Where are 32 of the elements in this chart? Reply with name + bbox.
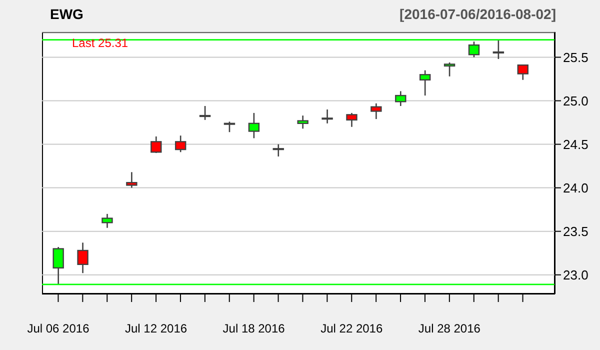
chart-subtitle: [2016-07-06/2016-08-02]: [400, 6, 556, 22]
candlestick: [322, 108, 333, 124]
y-tick-label: 24.5: [563, 136, 588, 152]
candlestick: [517, 64, 528, 81]
candlestick: [395, 90, 406, 107]
candlestick: [102, 213, 113, 228]
candlestick: [297, 114, 308, 130]
y-tick-label: 23.0: [563, 267, 588, 282]
candlestick: [224, 121, 236, 133]
x-tick-label: Jul 12 2016: [124, 322, 188, 336]
candlestick: [126, 171, 138, 188]
y-tick-label: 25.5: [563, 50, 588, 65]
candlestick: [248, 112, 260, 139]
candlestick: [150, 136, 162, 154]
candlestick: [370, 102, 382, 120]
chart-title: EWG: [50, 6, 84, 22]
candlestick: [77, 242, 88, 274]
annotation: Last 25.31: [72, 36, 128, 50]
x-tick-label: Jul 18 2016: [222, 322, 286, 336]
candlestick: [174, 134, 186, 153]
y-tick-label: 25.0: [563, 93, 588, 108]
x-tick-label: Jul 22 2016: [320, 322, 383, 336]
x-tick-label: Jul 28 2016: [418, 322, 481, 336]
candlestick: [272, 144, 284, 158]
candlestick: [444, 62, 456, 78]
y-tick-label: 24.0: [563, 180, 588, 196]
candlestick: [492, 39, 504, 60]
y-tick-label: 23.5: [563, 224, 588, 239]
candlestick: [346, 112, 358, 128]
candlestick: [419, 70, 431, 96]
candlestick: [199, 105, 211, 121]
x-tick-label: Jul 06 2016: [27, 322, 90, 336]
